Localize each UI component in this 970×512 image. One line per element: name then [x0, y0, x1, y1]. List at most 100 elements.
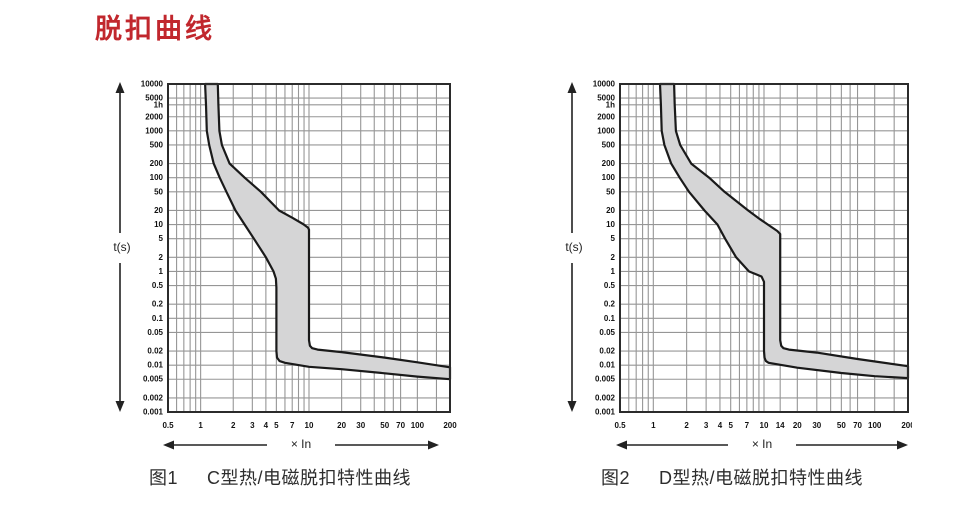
figure-c-trip-curve: 10000 5000 1h 2000 1000 500 200 100 50 20 10 5 2 1 0.5…: [100, 78, 460, 508]
y-tick-label: 5: [159, 234, 164, 243]
y-tick-label: 0.2: [604, 300, 616, 309]
figure-caption: 图1 C型热/电磁脱扣特性曲线: [100, 464, 460, 490]
y-tick-label: 1000: [597, 126, 615, 135]
y-tick-label: 0.5: [152, 281, 164, 290]
x-tick-label: 0.5: [614, 421, 626, 430]
y-axis-label: t(s): [102, 240, 142, 254]
y-tick-label: 500: [150, 140, 164, 149]
y-tick-label: 0.1: [152, 314, 164, 323]
y-tick-label: 0.05: [147, 328, 163, 337]
y-tick-label: 0.005: [595, 375, 616, 384]
plot-border: [167, 83, 451, 413]
arrow-left-icon: [616, 440, 627, 450]
y-tick-label: 0.5: [604, 281, 616, 290]
x-tick-label: 20: [793, 421, 802, 430]
arrow-left-icon: [163, 440, 174, 450]
arrow-up-icon: [567, 82, 577, 93]
y-tick-label: 0.05: [599, 328, 615, 337]
y-tick-label: 5000: [597, 94, 615, 103]
y-tick-label: 0.02: [599, 347, 615, 356]
page-title: 脱扣曲线: [95, 14, 215, 44]
x-tick-label: 10: [760, 421, 769, 430]
y-tick-label: 5: [611, 234, 616, 243]
arrow-down-icon: [115, 401, 125, 412]
y-tick-label: 20: [154, 206, 163, 215]
figure-d-trip-curve: 10000 5000 1h 2000 1000 500 200 100 50 20 10 5 2 1 0.5…: [552, 78, 912, 508]
y-tick-label: 500: [602, 140, 616, 149]
x-tick-label: 3: [704, 421, 709, 430]
y-tick-label: 200: [602, 159, 616, 168]
arrow-right-icon: [897, 440, 908, 450]
y-tick-label: 1: [159, 267, 164, 276]
trip-band: [204, 82, 452, 381]
figure-caption: 图2 D型热/电磁脱扣特性曲线: [552, 464, 912, 490]
y-tick-label: 0.2: [152, 300, 164, 309]
x-tick-label: 10: [305, 421, 314, 430]
figure-number: 图1: [148, 468, 178, 488]
x-tick-label: 50: [837, 421, 846, 430]
x-tick-label: 3: [250, 421, 255, 430]
y-tick-label: 0.02: [147, 347, 163, 356]
y-tick-label: 2000: [145, 112, 163, 121]
x-tick-label: 7: [290, 421, 295, 430]
x-tick-label: 4: [718, 421, 723, 430]
x-tick-label: 100: [868, 421, 882, 430]
arrow-down-icon: [567, 401, 577, 412]
y-tick-label: 1: [611, 267, 616, 276]
x-tick-label: 70: [396, 421, 405, 430]
y-tick-label: 20: [606, 206, 615, 215]
x-tick-label: 70: [853, 421, 862, 430]
figure-number: 图2: [600, 468, 630, 488]
y-tick-label: 50: [606, 187, 615, 196]
y-tick-label: 0.002: [143, 393, 164, 402]
y-tick-label: 10: [154, 220, 163, 229]
y-tick-label: 2000: [597, 112, 615, 121]
y-tick-label: 0.001: [595, 408, 616, 417]
y-tick-label: 50: [154, 187, 163, 196]
x-tick-label: 5: [728, 421, 733, 430]
y-tick-label: 10: [606, 220, 615, 229]
x-tick-label: 30: [812, 421, 821, 430]
x-axis-label: × In: [269, 437, 333, 451]
y-tick-label: 1h: [154, 100, 163, 109]
y-tick-label: 0.01: [147, 361, 163, 370]
y-tick-label: 2: [159, 253, 164, 262]
x-tick-label: 1: [651, 421, 656, 430]
plot-border: [619, 83, 909, 413]
x-tick-label: 1: [198, 421, 203, 430]
y-tick-label: 10000: [593, 80, 616, 89]
y-tick-label: 0.002: [595, 393, 616, 402]
y-tick-label: 2: [611, 253, 616, 262]
x-axis-label: × In: [730, 437, 794, 451]
x-tick-label: 30: [356, 421, 365, 430]
x-tick-label: 2: [231, 421, 236, 430]
y-tick-label: 1000: [145, 126, 163, 135]
x-tick-label: 50: [380, 421, 389, 430]
x-tick-label: 200: [443, 421, 457, 430]
figure-title: C型热/电磁脱扣特性曲线: [207, 468, 411, 488]
y-tick-label: 1h: [606, 100, 615, 109]
y-axis-label: t(s): [554, 240, 594, 254]
arrow-up-icon: [115, 82, 125, 93]
x-tick-label: 5: [274, 421, 279, 430]
x-tick-label: 14: [776, 421, 785, 430]
x-tick-label: 100: [411, 421, 425, 430]
x-tick-label: 4: [264, 421, 269, 430]
y-tick-label: 5000: [145, 94, 163, 103]
x-tick-label: 2: [684, 421, 689, 430]
y-tick-label: 0.001: [143, 408, 164, 417]
y-tick-label: 10000: [141, 80, 164, 89]
trip-band: [658, 82, 910, 380]
y-tick-label: 100: [150, 173, 164, 182]
x-tick-label: 7: [745, 421, 750, 430]
y-tick-label: 0.1: [604, 314, 616, 323]
y-tick-label: 200: [150, 159, 164, 168]
x-tick-label: 0.5: [162, 421, 174, 430]
figure-title: D型热/电磁脱扣特性曲线: [659, 468, 863, 488]
arrow-right-icon: [428, 440, 439, 450]
y-tick-label: 0.01: [599, 361, 615, 370]
x-tick-label: 20: [337, 421, 346, 430]
